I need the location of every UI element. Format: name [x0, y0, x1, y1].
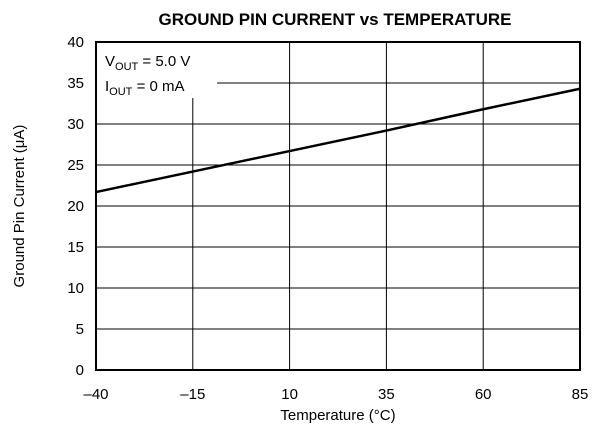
- y-tick-label: 25: [67, 157, 84, 174]
- chart-title: GROUND PIN CURRENT vs TEMPERATURE: [159, 10, 512, 29]
- annotation-iout-sub: OUT: [109, 86, 133, 98]
- y-tick-label: 20: [67, 198, 84, 215]
- x-tick-label: 35: [378, 386, 395, 403]
- x-tick-label: –15: [180, 386, 205, 403]
- series-line: [95, 87, 581, 194]
- y-tick-label: 0: [76, 362, 84, 379]
- annotation-vout-sub: OUT: [115, 61, 139, 73]
- y-tick-label: 15: [67, 239, 84, 256]
- x-tick-labels: –40 –15 10 35 60 85: [83, 386, 588, 403]
- y-tick-label: 40: [67, 34, 84, 51]
- x-tick-label: 60: [475, 386, 492, 403]
- y-axis-label: Ground Pin Current (μA): [11, 125, 28, 288]
- y-tick-label: 30: [67, 116, 84, 133]
- x-tick-label: 10: [281, 386, 298, 403]
- y-tick-label: 35: [67, 75, 84, 92]
- annotation-iout-main: I: [105, 78, 109, 95]
- x-tick-label: –40: [83, 386, 108, 403]
- annotation-vout-main: V: [105, 53, 115, 70]
- plot-frame: [95, 41, 581, 371]
- series-layer: [95, 87, 581, 194]
- annotation-vout-rest: = 5.0 V: [138, 53, 190, 70]
- y-tick-label: 10: [67, 280, 84, 297]
- x-axis-label: Temperature (°C): [280, 407, 395, 424]
- y-tick-labels: 0 5 10 15 20 25 30 35 40: [67, 34, 84, 379]
- y-tick-label: 5: [76, 321, 84, 338]
- annotation-vout: VOUT = 5.0 V: [105, 53, 190, 73]
- annotation-iout: IOUT = 0 mA: [105, 78, 185, 98]
- annotation-iout-rest: = 0 mA: [132, 78, 184, 95]
- x-tick-label: 85: [572, 386, 589, 403]
- annotation-box: [97, 43, 217, 98]
